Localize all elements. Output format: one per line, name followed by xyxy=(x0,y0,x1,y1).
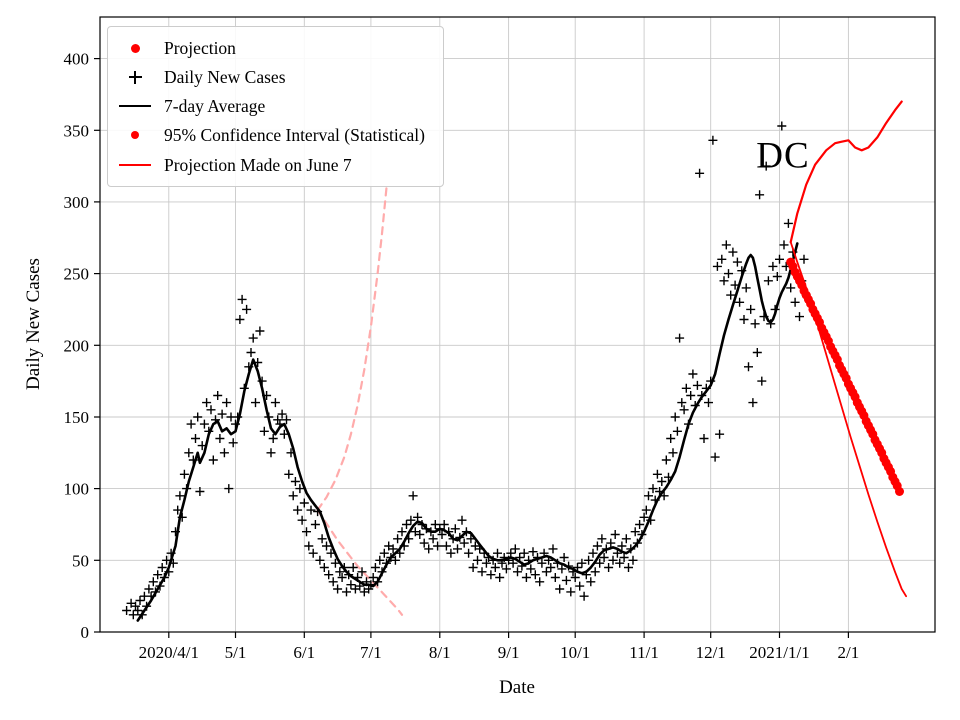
y-axis-label: Daily New Cases xyxy=(23,258,44,390)
plus-marker-icon xyxy=(118,70,152,84)
legend-item-label: 7-day Average xyxy=(164,96,266,117)
red-line-icon xyxy=(118,163,152,166)
black-line-icon xyxy=(118,105,152,108)
series-june-7-projection-ci-lower xyxy=(316,509,404,616)
red-dot-icon xyxy=(118,131,152,140)
legend-item-7-day-average: 7-day Average xyxy=(118,96,425,116)
svg-text:2/1: 2/1 xyxy=(838,643,860,662)
svg-text:200: 200 xyxy=(64,336,90,355)
svg-text:9/1: 9/1 xyxy=(498,643,520,662)
axis-tick-labels: 0 50 100 150 200 250 300 350 400 2020/4/1 5/1 6/1 7/… xyxy=(64,50,860,662)
legend-item-projection-june7: Projection Made on June 7 xyxy=(118,155,425,175)
legend-item-label: 95% Confidence Interval (Statistical) xyxy=(164,125,425,146)
svg-text:400: 400 xyxy=(64,50,90,69)
svg-text:300: 300 xyxy=(64,193,90,212)
legend: Projection Daily New Cases 7-day Average… xyxy=(107,26,444,187)
legend-item-daily-new-cases: Daily New Cases xyxy=(118,67,425,87)
legend-item-label: Projection xyxy=(164,38,236,58)
svg-text:350: 350 xyxy=(64,121,90,140)
svg-text:100: 100 xyxy=(64,480,90,499)
svg-text:2021/1/1: 2021/1/1 xyxy=(749,643,809,662)
series-95-ci-upper xyxy=(789,100,903,244)
axis-ticks xyxy=(94,57,850,638)
legend-item-label: Daily New Cases xyxy=(164,67,286,88)
svg-text:12/1: 12/1 xyxy=(696,643,726,662)
svg-text:250: 250 xyxy=(64,265,90,284)
series-7-day-average xyxy=(136,242,799,622)
svg-text:0: 0 xyxy=(81,623,90,642)
svg-text:50: 50 xyxy=(72,551,89,570)
series-june-7-projection-ci-upper xyxy=(316,186,388,512)
legend-item-confidence-interval: 95% Confidence Interval (Statistical) xyxy=(118,125,425,145)
svg-text:2020/4/1: 2020/4/1 xyxy=(139,643,199,662)
svg-text:11/1: 11/1 xyxy=(629,643,659,662)
svg-text:150: 150 xyxy=(64,408,90,427)
svg-text:6/1: 6/1 xyxy=(293,643,315,662)
series-projection xyxy=(786,257,904,496)
dc-annotation: DC xyxy=(756,135,810,177)
svg-text:5/1: 5/1 xyxy=(225,643,247,662)
red-dot-icon xyxy=(118,43,152,53)
legend-item-projection: Projection xyxy=(118,38,425,58)
svg-text:8/1: 8/1 xyxy=(429,643,451,662)
svg-text:7/1: 7/1 xyxy=(360,643,382,662)
svg-text:10/1: 10/1 xyxy=(560,643,590,662)
plot-border xyxy=(99,16,936,633)
legend-item-label: Projection Made on June 7 xyxy=(164,154,352,175)
series-daily-new-cases xyxy=(122,121,811,620)
x-axis-label: Date xyxy=(499,677,535,698)
